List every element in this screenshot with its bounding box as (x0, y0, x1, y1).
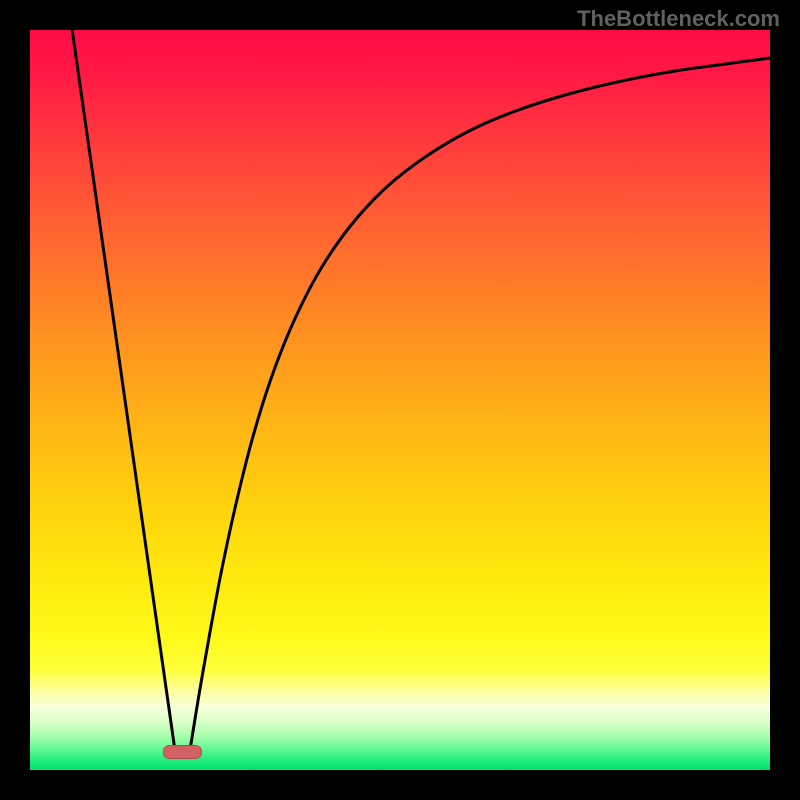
chart-container: TheBottleneck.com (0, 0, 800, 800)
marker-layer (30, 30, 770, 770)
plot-area (30, 30, 770, 770)
minimum-marker (163, 746, 201, 759)
watermark-text: TheBottleneck.com (577, 6, 780, 32)
